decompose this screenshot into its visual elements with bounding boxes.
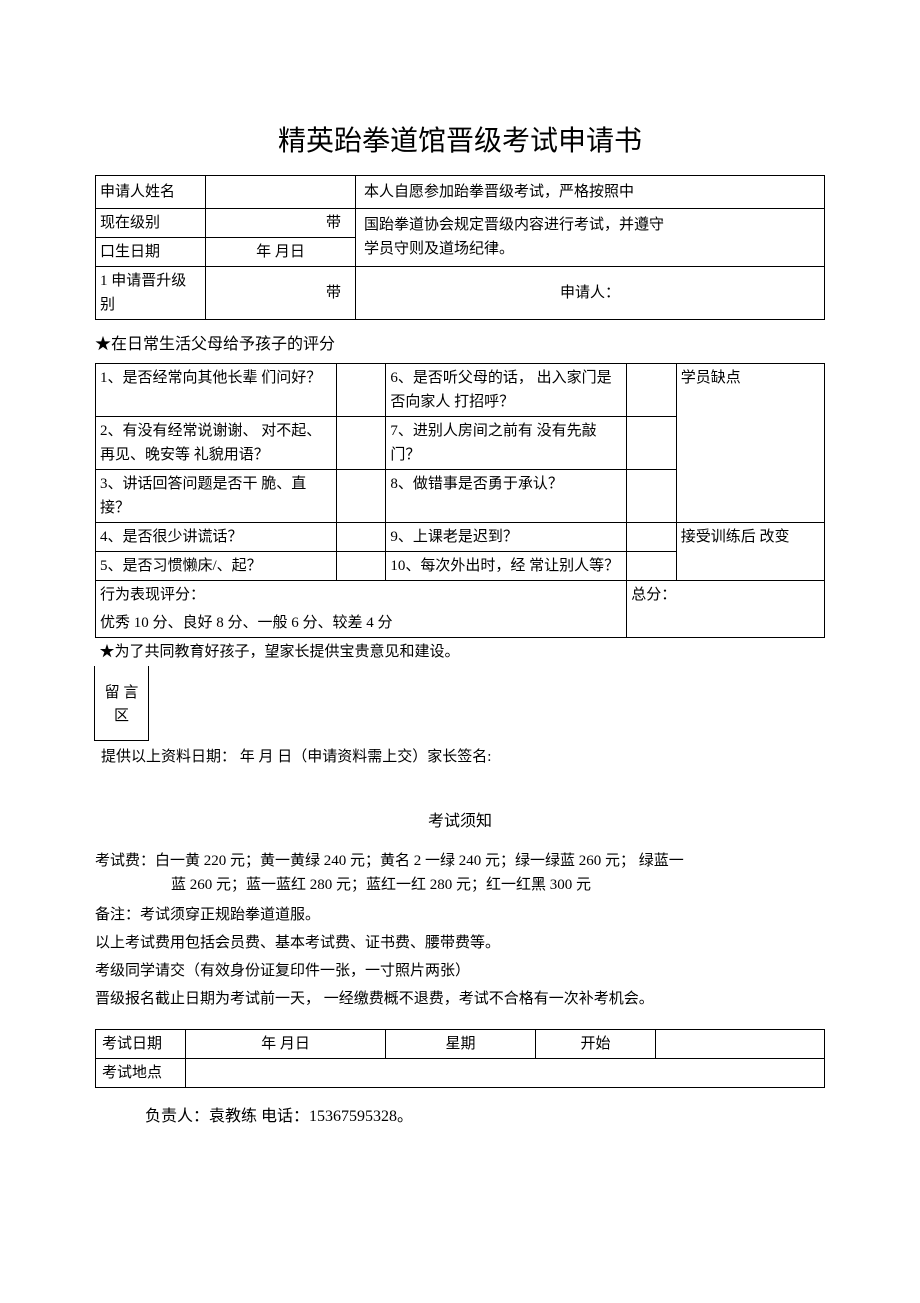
birth-label: 口生日期 bbox=[96, 237, 206, 266]
exam-schedule-table: 考试日期 年 月日 星期 开始 考试地点 bbox=[95, 1029, 825, 1088]
name-label: 申请人姓名 bbox=[96, 175, 206, 208]
declare-line2: 国跆拳道协会规定晋级内容进行考试，并遵守 bbox=[364, 213, 816, 237]
fees-line1: 考试费：白一黄 220 元；黄一黄绿 240 元；黄名 2 一绿 240 元；绿… bbox=[95, 849, 825, 873]
exam-place-value[interactable] bbox=[186, 1058, 825, 1087]
declare-line1: 本人自愿参加跆拳晋级考试，严格按照中 bbox=[364, 180, 816, 204]
apply-level-label: 1 申请晋升级别 bbox=[96, 266, 206, 319]
q3: 3、讲话回答问题是否干 脆、直接？ bbox=[96, 470, 337, 523]
q7-score[interactable] bbox=[627, 417, 676, 470]
q8-score[interactable] bbox=[627, 470, 676, 523]
level-label: 现在级别 bbox=[96, 208, 206, 237]
q1: 1、是否经常向其他长辈 们问好？ bbox=[96, 364, 337, 417]
exam-place-label: 考试地点 bbox=[96, 1058, 186, 1087]
q3-score[interactable] bbox=[336, 470, 385, 523]
exam-week-label: 星期 bbox=[386, 1029, 536, 1058]
q10: 10、每次外出时，经 常让别人等？ bbox=[386, 552, 627, 581]
remark1: 备注：考试须穿正规跆拳道道服。 bbox=[95, 903, 825, 927]
q9: 9、上课老是迟到？ bbox=[386, 523, 627, 552]
q9-score[interactable] bbox=[627, 523, 676, 552]
remark4: 晋级报名截止日期为考试前一天， 一经缴费概不退费，考试不合格有一次补考机会。 bbox=[95, 987, 825, 1011]
q5-score[interactable] bbox=[336, 552, 385, 581]
fees-line2: 蓝 260 元；蓝一蓝红 280 元；蓝红一红 280 元；红一红黑 300 元 bbox=[95, 873, 825, 897]
level-value[interactable]: 带 bbox=[206, 208, 356, 237]
score-label: 行为表现评分： bbox=[96, 581, 627, 610]
q10-score[interactable] bbox=[627, 552, 676, 581]
applicant-info-table: 申请人姓名 本人自愿参加跆拳晋级考试，严格按照中 现在级别 带 国跆拳道协会规定… bbox=[95, 175, 825, 320]
declare-mid: 国跆拳道协会规定晋级内容进行考试，并遵守 学员守则及道场纪律。 bbox=[356, 208, 825, 266]
exam-date-value[interactable]: 年 月日 bbox=[186, 1029, 386, 1058]
q6: 6、是否听父母的话， 出入家门是否向家人 打招呼？ bbox=[386, 364, 627, 417]
q1-score[interactable] bbox=[336, 364, 385, 417]
evaluation-table: 1、是否经常向其他长辈 们问好？ 6、是否听父母的话， 出入家门是否向家人 打招… bbox=[95, 363, 825, 666]
supply-date-line: 提供以上资料日期： 年 月 日（申请资料需上交）家长签名: bbox=[95, 745, 825, 769]
fees-block: 考试费：白一黄 220 元；黄一黄绿 240 元；黄名 2 一绿 240 元；绿… bbox=[95, 849, 825, 897]
score-scale: 优秀 10 分、良好 8 分、一般 6 分、较差 4 分 bbox=[96, 609, 627, 638]
contact-line: 负责人：袁教练 电话：15367595328。 bbox=[95, 1104, 825, 1130]
exam-start-value[interactable] bbox=[656, 1029, 825, 1058]
q2: 2、有没有经常说谢谢、 对不起、再见、晚安等 礼貌用语？ bbox=[96, 417, 337, 470]
apply-level-value[interactable]: 带 bbox=[206, 266, 356, 319]
applicant-sign[interactable]: 申请人： bbox=[356, 266, 825, 319]
name-value[interactable] bbox=[206, 175, 356, 208]
declaration-cell: 本人自愿参加跆拳晋级考试，严格按照中 bbox=[356, 175, 825, 208]
birth-value[interactable]: 年 月日 bbox=[206, 237, 356, 266]
improve-label: 接受训练后 改变 bbox=[676, 523, 824, 581]
remark2: 以上考试费用包括会员费、基本考试费、证书费、腰带费等。 bbox=[95, 931, 825, 955]
exam-start-label: 开始 bbox=[536, 1029, 656, 1058]
remark3: 考级同学请交（有效身份证复印件一张，一寸照片两张） bbox=[95, 959, 825, 983]
q4-score[interactable] bbox=[336, 523, 385, 552]
declare-line3: 学员守则及道场纪律。 bbox=[364, 237, 816, 261]
q2-score[interactable] bbox=[336, 417, 385, 470]
weakness-label: 学员缺点 bbox=[676, 364, 824, 523]
exam-notice-title: 考试须知 bbox=[95, 809, 825, 835]
q5: 5、是否习惯懒床/、起？ bbox=[96, 552, 337, 581]
message-box[interactable]: 留 言区 bbox=[94, 666, 149, 741]
eval-heading: ★在日常生活父母给予孩子的评分 bbox=[95, 332, 825, 358]
q8: 8、做错事是否勇于承认？ bbox=[386, 470, 627, 523]
exam-date-label: 考试日期 bbox=[96, 1029, 186, 1058]
q6-score[interactable] bbox=[627, 364, 676, 417]
q7: 7、进别人房间之前有 没有先敲门？ bbox=[386, 417, 627, 470]
total-label: 总分： bbox=[627, 581, 825, 638]
suggest-line: ★为了共同教育好孩子，望家长提供宝贵意见和建设。 bbox=[96, 638, 825, 667]
q4: 4、是否很少讲谎话？ bbox=[96, 523, 337, 552]
page-title: 精英跆拳道馆晋级考试申请书 bbox=[95, 120, 825, 165]
